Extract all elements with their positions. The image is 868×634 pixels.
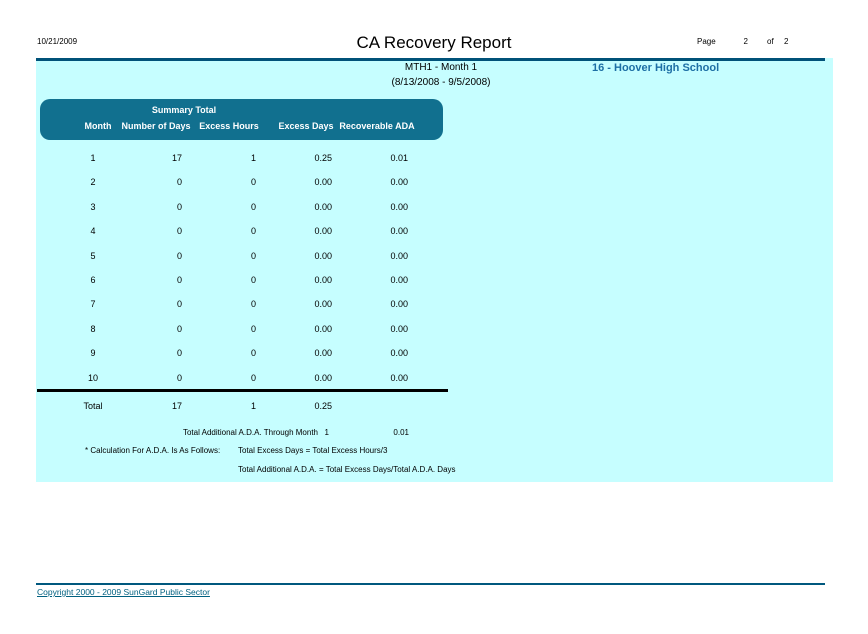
cell-recoverable-ada: 0.00 bbox=[390, 226, 408, 237]
table-row: 3 0 0 0.00 0.00 bbox=[40, 195, 443, 219]
cell-excess-days: 0.00 bbox=[314, 299, 332, 310]
cell-recoverable-ada: 0.00 bbox=[390, 201, 408, 212]
cell-month: 7 bbox=[90, 299, 96, 310]
cell-excess-hours: 0 bbox=[250, 226, 256, 237]
total-additional-ada-line: Total Additional A.D.A. Through Month 1 … bbox=[40, 427, 460, 439]
cell-month: 4 bbox=[90, 226, 96, 237]
table-row: 4 0 0 0.00 0.00 bbox=[40, 219, 443, 243]
cell-recoverable-ada: 0.00 bbox=[390, 348, 408, 359]
cell-recoverable-ada: 0.01 bbox=[390, 153, 408, 163]
column-header-excess-days: Excess Days bbox=[278, 121, 334, 131]
column-header-recoverable-ada: Recoverable ADA bbox=[339, 121, 415, 131]
cell-excess-hours: 0 bbox=[250, 250, 256, 261]
cell-excess-days: 0.00 bbox=[314, 274, 332, 285]
cell-excess-hours: 0 bbox=[250, 323, 256, 334]
cell-excess-days: 0.00 bbox=[314, 348, 332, 359]
table-row: 5 0 0 0.00 0.00 bbox=[40, 244, 443, 268]
calculation-note-line: * Calculation For A.D.A. Is As Follows: … bbox=[40, 445, 460, 457]
page-of-label: of bbox=[767, 37, 774, 46]
date-range: (8/13/2008 - 9/5/2008) bbox=[391, 77, 491, 88]
cell-number-of-days: 0 bbox=[176, 348, 182, 359]
cell-number-of-days: 0 bbox=[176, 372, 182, 383]
page-title: CA Recovery Report bbox=[356, 33, 512, 52]
cell-recoverable-ada: 0.00 bbox=[390, 274, 408, 285]
total-excess-hours: 1 bbox=[250, 401, 256, 411]
cell-excess-hours: 0 bbox=[250, 372, 256, 383]
cell-month: 10 bbox=[87, 372, 98, 383]
calculation-note-line-2: Total Additional A.D.A. = Total Excess D… bbox=[40, 464, 460, 476]
cell-month: 9 bbox=[90, 348, 96, 359]
table-row: 2 0 0 0.00 0.00 bbox=[40, 170, 443, 194]
total-additional-ada-month: 1 bbox=[324, 428, 329, 437]
report-panel: MTH1 - Month 1 (8/13/2008 - 9/5/2008) 16… bbox=[36, 58, 833, 482]
copyright-link[interactable]: Copyright 2000 - 2009 SunGard Public Sec… bbox=[37, 587, 210, 597]
cell-number-of-days: 0 bbox=[176, 177, 182, 188]
cell-number-of-days: 17 bbox=[171, 153, 182, 163]
table-row: 8 0 0 0.00 0.00 bbox=[40, 317, 443, 341]
total-additional-ada-value: 0.01 bbox=[393, 428, 409, 437]
cell-excess-hours: 1 bbox=[250, 153, 256, 163]
cell-number-of-days: 0 bbox=[176, 299, 182, 310]
cell-excess-days: 0.25 bbox=[314, 153, 332, 163]
cell-excess-hours: 0 bbox=[250, 177, 256, 188]
panel-top-bar bbox=[36, 58, 825, 61]
summary-table-header: Summary Total Month Number of Days Exces… bbox=[40, 99, 443, 140]
cell-recoverable-ada: 0.00 bbox=[390, 250, 408, 261]
total-label: Total bbox=[83, 401, 103, 411]
cell-excess-hours: 0 bbox=[250, 348, 256, 359]
calculation-formula-1: Total Excess Days = Total Excess Hours/3 bbox=[238, 446, 388, 455]
column-header-excess-hours: Excess Hours bbox=[199, 121, 259, 131]
footer-divider bbox=[36, 583, 825, 585]
cell-excess-hours: 0 bbox=[250, 274, 256, 285]
total-divider-line bbox=[37, 389, 448, 392]
cell-excess-hours: 0 bbox=[250, 201, 256, 212]
cell-month: 1 bbox=[90, 153, 96, 163]
month-header: MTH1 - Month 1 bbox=[404, 62, 478, 73]
cell-recoverable-ada: 0.00 bbox=[390, 372, 408, 383]
cell-month: 3 bbox=[90, 201, 96, 212]
cell-number-of-days: 0 bbox=[176, 250, 182, 261]
cell-excess-days: 0.00 bbox=[314, 226, 332, 237]
cell-number-of-days: 0 bbox=[176, 201, 182, 212]
table-title: Summary Total bbox=[151, 105, 217, 115]
page-label: Page bbox=[697, 37, 716, 46]
calculation-note-label: * Calculation For A.D.A. Is As Follows: bbox=[85, 446, 221, 455]
cell-excess-days: 0.00 bbox=[314, 201, 332, 212]
cell-number-of-days: 0 bbox=[176, 226, 182, 237]
table-row: 9 0 0 0.00 0.00 bbox=[40, 341, 443, 365]
cell-excess-days: 0.00 bbox=[314, 250, 332, 261]
cell-month: 5 bbox=[90, 250, 96, 261]
table-row: 6 0 0 0.00 0.00 bbox=[40, 268, 443, 292]
cell-number-of-days: 0 bbox=[176, 323, 182, 334]
total-row: Total 17 1 0.25 bbox=[40, 394, 443, 418]
page-number: 2 bbox=[743, 37, 748, 46]
column-header-number-of-days: Number of Days bbox=[121, 121, 191, 131]
cell-month: 6 bbox=[90, 274, 96, 285]
cell-excess-days: 0.00 bbox=[314, 372, 332, 383]
cell-excess-days: 0.00 bbox=[314, 177, 332, 188]
table-row: 10 0 0 0.00 0.00 bbox=[40, 366, 443, 390]
calculation-formula-2: Total Additional A.D.A. = Total Excess D… bbox=[238, 465, 456, 474]
column-header-month: Month bbox=[84, 121, 112, 131]
total-number-of-days: 17 bbox=[171, 401, 182, 411]
cell-month: 8 bbox=[90, 323, 96, 334]
table-row: 7 0 0 0.00 0.00 bbox=[40, 292, 443, 316]
total-excess-days: 0.25 bbox=[314, 401, 332, 411]
cell-number-of-days: 0 bbox=[176, 274, 182, 285]
cell-recoverable-ada: 0.00 bbox=[390, 177, 408, 188]
school-name: 16 - Hoover High School bbox=[592, 62, 720, 74]
table-row: 1 17 1 0.25 0.01 bbox=[40, 146, 443, 170]
report-date: 10/21/2009 bbox=[37, 37, 78, 46]
cell-excess-days: 0.00 bbox=[314, 323, 332, 334]
cell-excess-hours: 0 bbox=[250, 299, 256, 310]
cell-recoverable-ada: 0.00 bbox=[390, 299, 408, 310]
page-total: 2 bbox=[784, 37, 789, 46]
cell-month: 2 bbox=[90, 177, 96, 188]
total-additional-ada-label: Total Additional A.D.A. Through Month bbox=[182, 428, 318, 437]
cell-recoverable-ada: 0.00 bbox=[390, 323, 408, 334]
summary-table-body: 1 17 1 0.25 0.01 2 0 0 0.00 0.00 3 0 0 0… bbox=[40, 146, 443, 390]
